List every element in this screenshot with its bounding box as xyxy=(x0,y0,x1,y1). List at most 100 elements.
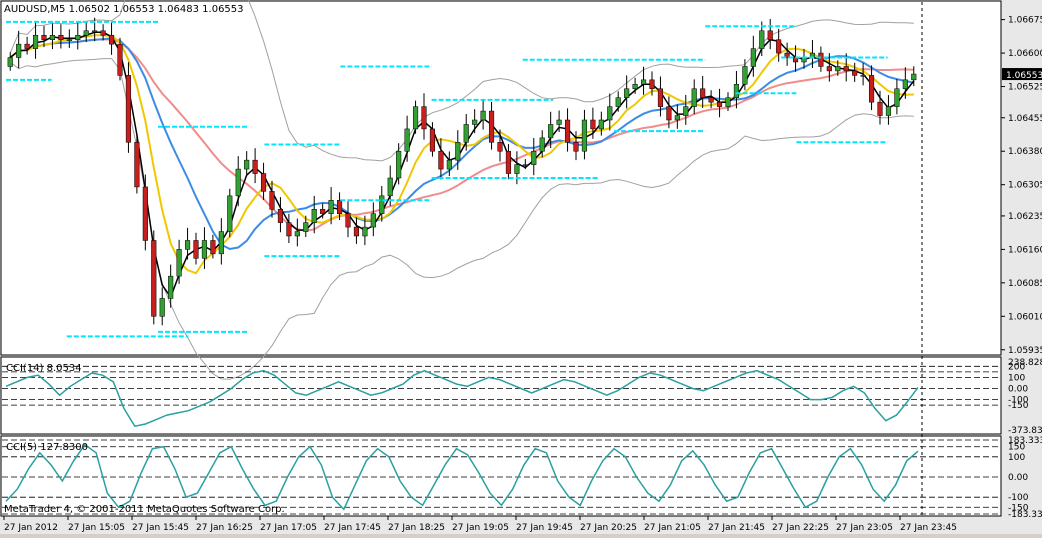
bull-candle xyxy=(396,150,402,179)
price-tick-label: 1.06010 xyxy=(1008,312,1042,322)
bear-candle xyxy=(41,34,47,40)
bear-candle xyxy=(421,106,427,130)
bull-candle xyxy=(446,159,452,170)
price-panel[interactable] xyxy=(0,0,1002,356)
time-tick-label: 27 Jan 21:45 xyxy=(708,523,765,533)
price-tick-label: 1.06380 xyxy=(1008,147,1042,157)
price-tick-label: 1.06160 xyxy=(1008,245,1042,255)
bear-candle xyxy=(24,43,30,49)
price-plot xyxy=(6,0,917,380)
current-price-box xyxy=(1002,68,1042,81)
bull-candle xyxy=(548,124,554,139)
bull-candle xyxy=(328,200,334,214)
bear-candle xyxy=(784,52,790,58)
bull-candle xyxy=(607,106,613,121)
bear-candle xyxy=(345,213,351,228)
bull-candle xyxy=(742,66,748,85)
cci-tick-label: 150 xyxy=(1008,443,1025,453)
bear-candle xyxy=(649,79,655,90)
bull-candle xyxy=(201,240,208,259)
bull-candle xyxy=(303,222,309,232)
bull-candle xyxy=(472,119,478,125)
bull-candle xyxy=(598,119,604,130)
bear-candle xyxy=(151,240,157,317)
axes: 1.06675 1.06600 1.06525 1.06455 1.06380 1.063… xyxy=(3,16,1042,533)
bear-candle xyxy=(252,159,258,174)
bull-candle xyxy=(860,75,866,77)
time-tick-label: 27 Jan 23:05 xyxy=(836,523,893,533)
time-tick-label: 27 Jan 23:45 xyxy=(900,523,957,533)
bull-candle xyxy=(159,298,165,317)
price-tick-label: 1.05935 xyxy=(1008,346,1042,356)
bull-candle xyxy=(581,119,588,152)
bull-candle xyxy=(750,48,756,67)
time-tick-label: 27 Jan 18:25 xyxy=(388,523,445,533)
ma-yellow-line xyxy=(9,34,914,275)
current-price-label: 1.06553 xyxy=(1006,71,1042,81)
bull-candle xyxy=(362,226,368,237)
price-tick-label: 1.06455 xyxy=(1008,114,1042,124)
time-tick-label: 27 Jan 19:45 xyxy=(516,523,573,533)
bear-candle xyxy=(843,66,849,72)
price-tick-label: 1.06235 xyxy=(1008,212,1042,222)
bull-candle xyxy=(514,164,520,174)
bull-candle xyxy=(522,164,528,166)
bull-candle xyxy=(624,88,630,98)
bear-candle xyxy=(716,101,723,107)
bear-candle xyxy=(58,34,64,40)
bull-candle xyxy=(32,34,39,49)
bull-candle xyxy=(733,84,740,98)
bull-candle xyxy=(725,97,731,107)
cci-line xyxy=(5,443,919,511)
bear-candle xyxy=(700,88,706,98)
cci-tick-label: 100 xyxy=(1008,453,1025,463)
bear-candle xyxy=(666,106,672,121)
bull-candle xyxy=(227,195,233,232)
bull-candle xyxy=(911,73,917,81)
price-tick-label: 1.06675 xyxy=(1008,16,1042,26)
bull-candle xyxy=(168,275,174,299)
bear-candle xyxy=(438,150,444,170)
cci5-panel[interactable] xyxy=(0,435,1002,517)
bear-candle xyxy=(117,43,123,76)
time-tick-label: 27 Jan 16:25 xyxy=(196,523,253,533)
cci14-title: CCI(14) 8.0534 xyxy=(6,363,82,374)
bull-candle xyxy=(683,106,689,116)
bear-candle xyxy=(210,240,216,255)
bear-candle xyxy=(277,208,284,223)
cci-tick-label: -373.839 xyxy=(1008,426,1042,436)
bull-candle xyxy=(66,39,72,41)
cci-tick-label: 100 xyxy=(1008,373,1025,383)
bull-candle xyxy=(92,30,98,33)
bull-candle xyxy=(539,137,545,152)
symbol-info: AUDUSD,M5 1.06502 1.06553 1.06483 1.0655… xyxy=(4,4,244,15)
cci14-plot xyxy=(2,365,1000,428)
bull-candle xyxy=(83,30,89,36)
bull-candle xyxy=(640,79,647,85)
price-tick-label: 1.06525 xyxy=(1008,83,1042,93)
bear-candle xyxy=(657,88,664,107)
time-tick-label: 27 Jan 20:25 xyxy=(580,523,637,533)
cci-tick-label: 0.00 xyxy=(1008,473,1028,483)
bull-candle xyxy=(404,128,410,152)
bear-candle xyxy=(505,150,512,174)
bear-candle xyxy=(269,191,275,210)
bear-candle xyxy=(142,186,148,241)
bull-candle xyxy=(294,231,300,237)
price-tick-label: 1.06600 xyxy=(1008,49,1042,59)
bull-candle xyxy=(218,231,224,255)
bull-candle xyxy=(412,106,419,130)
bull-candle xyxy=(556,119,562,125)
bull-candle xyxy=(455,142,461,161)
bear-candle xyxy=(708,97,714,103)
time-tick-label: 27 Jan 17:05 xyxy=(260,523,317,533)
bull-candle xyxy=(463,124,469,143)
cci-tick-label: 200 xyxy=(1008,362,1025,372)
bull-candle xyxy=(16,43,22,58)
copyright-text: MetaTrader 4, © 2001-2011 MetaQuotes Sof… xyxy=(4,504,285,515)
bull-candle xyxy=(176,249,182,277)
cci-line xyxy=(5,369,919,428)
time-tick-label: 27 Jan 15:45 xyxy=(132,523,189,533)
price-tick-label: 1.06305 xyxy=(1008,181,1042,191)
